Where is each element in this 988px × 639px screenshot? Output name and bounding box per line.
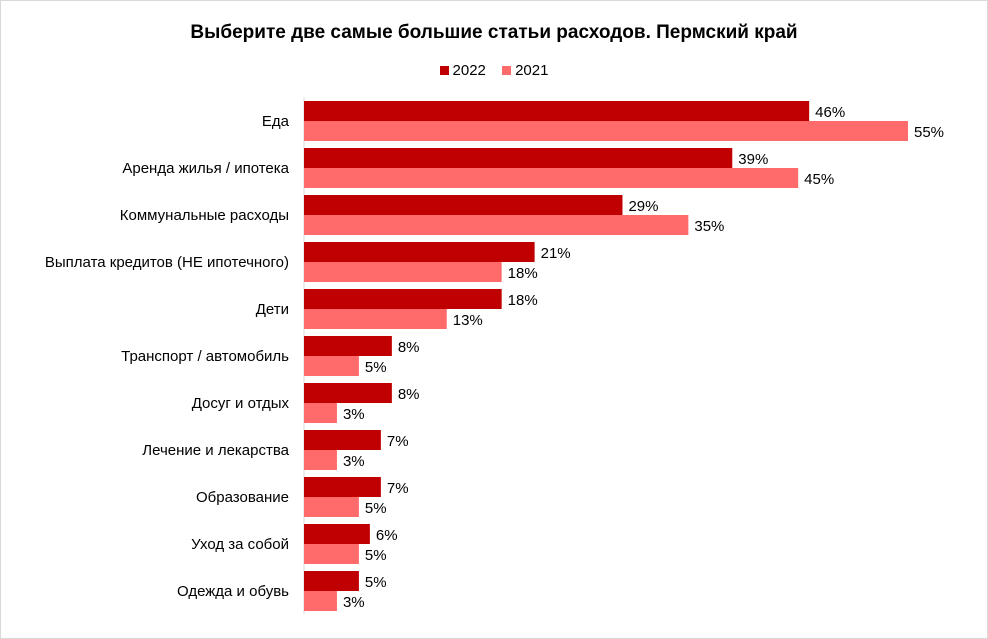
data-label-2022-уход-за-собой: 6%	[376, 527, 398, 544]
data-label-2022-одежда-и-обувь: 5%	[365, 574, 387, 591]
bar-2021-одежда-и-обувь	[304, 591, 337, 611]
data-label-2022-транспорт-автомобиль: 8%	[398, 339, 420, 356]
bar-2022-дети	[304, 289, 502, 309]
legend-item-series-0: 2022	[439, 62, 486, 79]
category-label: Коммунальные расходы	[120, 207, 289, 224]
data-label-2022-еда: 46%	[815, 104, 845, 121]
bar-2021-коммунальные-расходы	[304, 215, 689, 235]
legend-item-series-1: 2021	[502, 62, 548, 79]
data-label-2021-аренда-жилья-ипотека: 45%	[804, 171, 834, 188]
category-label: Транспорт / автомобиль	[121, 348, 289, 365]
data-label-2021-уход-за-собой: 5%	[365, 547, 387, 564]
bar-2022-уход-за-собой	[304, 524, 370, 544]
data-label-2021-досуг-и-отдых: 3%	[343, 406, 365, 423]
data-label-2022-выплата-кредитов-не-ипотечного: 21%	[541, 245, 571, 262]
bar-2022-досуг-и-отдых	[304, 383, 392, 403]
legend-label-series-1: 2021	[515, 62, 549, 79]
data-label-2022-лечение-и-лекарства: 7%	[387, 433, 409, 450]
category-label: Дети	[256, 301, 289, 318]
bar-2021-лечение-и-лекарства	[304, 450, 337, 470]
category-label: Аренда жилья / ипотека	[122, 160, 289, 177]
bar-2021-досуг-и-отдых	[304, 403, 337, 423]
bar-2021-образование	[304, 497, 359, 517]
bar-2022-аренда-жилья-ипотека	[304, 148, 733, 168]
legend-label-series-0: 2022	[452, 62, 486, 79]
data-label-2022-дети: 18%	[508, 292, 538, 309]
bar-2021-уход-за-собой	[304, 544, 359, 564]
data-label-2021-коммунальные-расходы: 35%	[694, 218, 724, 235]
data-label-2021-еда: 55%	[914, 124, 944, 141]
data-label-2021-дети: 13%	[453, 312, 483, 329]
bar-2021-транспорт-автомобиль	[304, 356, 359, 376]
chart-legend: 2022 2021	[0, 62, 988, 79]
category-label: Одежда и обувь	[177, 583, 289, 600]
category-label: Выплата кредитов (НЕ ипотечного)	[45, 254, 289, 271]
category-label: Досуг и отдых	[192, 395, 290, 412]
legend-swatch-series-1	[502, 66, 512, 75]
bar-2022-образование	[304, 477, 381, 497]
bar-2021-выплата-кредитов-не-ипотечного	[304, 262, 502, 282]
data-label-2021-лечение-и-лекарства: 3%	[343, 453, 365, 470]
category-label: Образование	[196, 489, 289, 506]
data-label-2021-выплата-кредитов-не-ипотечного: 18%	[508, 265, 538, 282]
bar-2022-транспорт-автомобиль	[304, 336, 392, 356]
data-label-2022-досуг-и-отдых: 8%	[398, 386, 420, 403]
category-label: Лечение и лекарства	[142, 442, 289, 459]
bar-2022-коммунальные-расходы	[304, 195, 623, 215]
bar-2022-лечение-и-лекарства	[304, 430, 381, 450]
category-label: Еда	[262, 113, 290, 130]
bar-2021-еда	[304, 121, 908, 141]
bar-2021-дети	[304, 309, 447, 329]
category-label: Уход за собой	[191, 536, 289, 553]
data-label-2021-одежда-и-обувь: 3%	[343, 594, 365, 611]
bar-2022-одежда-и-обувь	[304, 571, 359, 591]
data-label-2021-транспорт-автомобиль: 5%	[365, 359, 387, 376]
bar-2022-еда	[304, 101, 810, 121]
data-label-2021-образование: 5%	[365, 500, 387, 517]
legend-swatch-series-0	[439, 66, 449, 75]
bar-2021-аренда-жилья-ипотека	[304, 168, 799, 188]
bar-2022-выплата-кредитов-не-ипотечного	[304, 242, 535, 262]
data-label-2022-образование: 7%	[387, 480, 409, 497]
data-label-2022-коммунальные-расходы: 29%	[628, 198, 658, 215]
data-label-2022-аренда-жилья-ипотека: 39%	[738, 151, 768, 168]
chart-title: Выберите две самые большие статьи расход…	[190, 22, 798, 43]
